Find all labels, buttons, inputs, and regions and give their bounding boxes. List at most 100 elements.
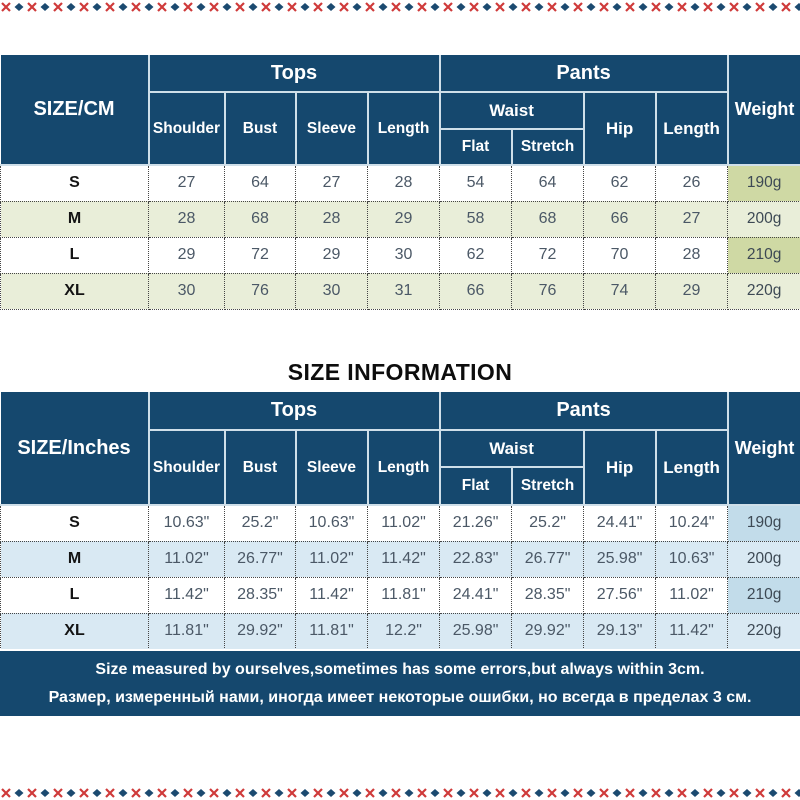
measurement-cell: 76 bbox=[511, 272, 585, 310]
measurement-cell: 11.42" bbox=[148, 576, 225, 614]
measurement-cell: 31 bbox=[366, 272, 441, 310]
measurement-cell: 76 bbox=[224, 272, 296, 310]
table-row: XL 11.81" 29.92" 11.81" 12.2" 25.98" 29.… bbox=[0, 612, 800, 650]
cm-tops-group-header: Tops bbox=[147, 55, 441, 93]
size-information-title: SIZE INFORMATION bbox=[287, 359, 513, 385]
decorative-border-bottom-icon bbox=[0, 788, 800, 798]
measurement-cell: 21.26" bbox=[439, 504, 513, 542]
inch-pants-length-column-header: Length bbox=[654, 429, 729, 506]
table-row: L 11.42" 28.35" 11.42" 11.81" 24.41" 28.… bbox=[0, 576, 800, 614]
inch-waist-flat-column-header: Flat bbox=[439, 466, 513, 506]
measurement-cell: 64 bbox=[224, 164, 296, 202]
measurement-cell: 22.83" bbox=[439, 540, 513, 578]
measurement-cell: 25.98" bbox=[439, 612, 513, 650]
measurement-cell: 27 bbox=[655, 200, 729, 238]
table-row: M 11.02" 26.77" 11.02" 11.42" 22.83" 26.… bbox=[0, 540, 800, 578]
table-row: XL 30 76 30 31 66 76 74 29 220g bbox=[0, 272, 800, 310]
weight-cell: 190g bbox=[727, 504, 800, 542]
cm-bust-column-header: Bust bbox=[223, 91, 297, 166]
inch-weight-column-header: Weight bbox=[726, 392, 800, 506]
cm-weight-column-header: Weight bbox=[726, 55, 800, 166]
measurement-cell: 11.81" bbox=[148, 612, 225, 650]
inch-bust-column-header: Bust bbox=[223, 429, 297, 506]
disclaimer-banner: Size measured by ourselves,sometimes has… bbox=[0, 649, 800, 716]
measurement-cell: 64 bbox=[511, 164, 585, 202]
measurement-cell: 10.63" bbox=[148, 504, 225, 542]
measurement-cell: 29.92" bbox=[224, 612, 296, 650]
measurement-cell: 72 bbox=[511, 236, 585, 274]
measurement-cell: 11.81" bbox=[366, 576, 441, 614]
measurement-cell: 29 bbox=[295, 236, 368, 274]
measurement-cell: 11.02" bbox=[366, 504, 441, 542]
cm-size-unit-header: SIZE/CM bbox=[0, 55, 150, 166]
measurement-cell: 10.24" bbox=[655, 504, 729, 542]
inch-tops-length-column-header: Length bbox=[366, 429, 441, 506]
size-cell: S bbox=[0, 504, 149, 542]
measurement-cell: 28.35" bbox=[224, 576, 296, 614]
cm-waist-flat-column-header: Flat bbox=[439, 128, 513, 166]
measurement-cell: 26.77" bbox=[224, 540, 296, 578]
inch-waist-group-header: Waist bbox=[438, 429, 585, 468]
measurement-cell: 30 bbox=[366, 236, 441, 274]
weight-cell: 210g bbox=[727, 236, 800, 274]
measurement-cell: 29.92" bbox=[511, 612, 585, 650]
weight-cell: 190g bbox=[727, 164, 800, 202]
inch-pants-group-header: Pants bbox=[438, 392, 729, 431]
measurement-cell: 24.41" bbox=[583, 504, 657, 542]
size-table-inches: SIZE/Inches Tops Pants Weight Shoulder B… bbox=[0, 392, 800, 650]
cm-waist-group-header: Waist bbox=[438, 91, 585, 130]
size-cell: XL bbox=[0, 612, 149, 650]
cm-shoulder-column-header: Shoulder bbox=[148, 91, 226, 166]
measurement-cell: 70 bbox=[583, 236, 657, 274]
measurement-cell: 68 bbox=[224, 200, 296, 238]
measurement-cell: 26 bbox=[655, 164, 729, 202]
weight-cell: 220g bbox=[727, 612, 800, 650]
inch-waist-stretch-column-header: Stretch bbox=[510, 466, 585, 506]
inch-sleeve-column-header: Sleeve bbox=[294, 429, 369, 506]
measurement-cell: 62 bbox=[439, 236, 513, 274]
measurement-cell: 25.98" bbox=[583, 540, 657, 578]
weight-cell: 200g bbox=[727, 200, 800, 238]
measurement-cell: 12.2" bbox=[366, 612, 441, 650]
measurement-cell: 28 bbox=[148, 200, 225, 238]
weight-cell: 210g bbox=[727, 576, 800, 614]
measurement-cell: 11.81" bbox=[295, 612, 368, 650]
disclaimer-text-english: Size measured by ourselves,sometimes has… bbox=[95, 660, 705, 678]
table-row: S 10.63" 25.2" 10.63" 11.02" 21.26" 25.2… bbox=[0, 504, 800, 542]
measurement-cell: 25.2" bbox=[224, 504, 296, 542]
size-cell: M bbox=[0, 540, 149, 578]
table-row: S 27 64 27 28 54 64 62 26 190g bbox=[0, 164, 800, 202]
weight-cell: 200g bbox=[727, 540, 800, 578]
measurement-cell: 11.42" bbox=[655, 612, 729, 650]
measurement-cell: 28 bbox=[655, 236, 729, 274]
measurement-cell: 28 bbox=[366, 164, 441, 202]
measurement-cell: 27.56" bbox=[583, 576, 657, 614]
measurement-cell: 68 bbox=[511, 200, 585, 238]
size-cell: M bbox=[0, 200, 149, 238]
measurement-cell: 11.42" bbox=[366, 540, 441, 578]
measurement-cell: 62 bbox=[583, 164, 657, 202]
disclaimer-text-russian: Размер, измеренный нами, иногда имеет не… bbox=[48, 688, 752, 706]
measurement-cell: 11.02" bbox=[148, 540, 225, 578]
measurement-cell: 58 bbox=[439, 200, 513, 238]
measurement-cell: 11.42" bbox=[295, 576, 368, 614]
measurement-cell: 28 bbox=[295, 200, 368, 238]
cm-pants-length-column-header: Length bbox=[654, 91, 729, 166]
measurement-cell: 10.63" bbox=[655, 540, 729, 578]
measurement-cell: 29 bbox=[655, 272, 729, 310]
size-cell: XL bbox=[0, 272, 149, 310]
cm-waist-stretch-column-header: Stretch bbox=[510, 128, 585, 166]
cm-pants-group-header: Pants bbox=[438, 55, 729, 93]
measurement-cell: 27 bbox=[148, 164, 225, 202]
cm-tops-length-column-header: Length bbox=[366, 91, 441, 166]
measurement-cell: 10.63" bbox=[295, 504, 368, 542]
measurement-cell: 11.02" bbox=[655, 576, 729, 614]
measurement-cell: 29 bbox=[148, 236, 225, 274]
size-cell: L bbox=[0, 236, 149, 274]
measurement-cell: 66 bbox=[439, 272, 513, 310]
measurement-cell: 29 bbox=[366, 200, 441, 238]
measurement-cell: 30 bbox=[295, 272, 368, 310]
measurement-cell: 66 bbox=[583, 200, 657, 238]
measurement-cell: 28.35" bbox=[511, 576, 585, 614]
